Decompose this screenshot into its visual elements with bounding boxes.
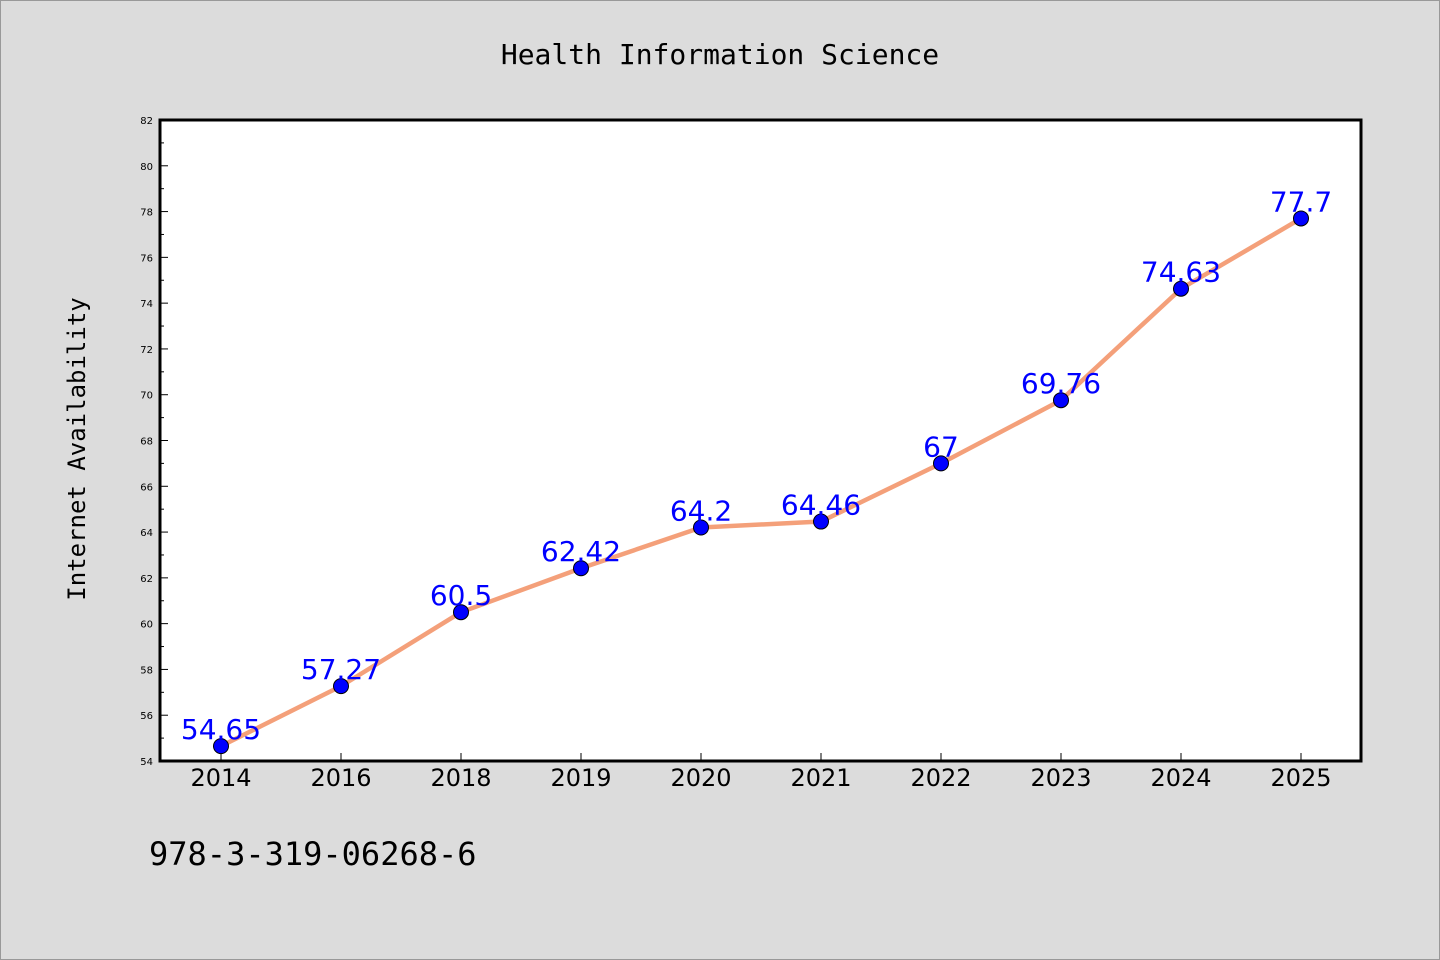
x-tick-label: 2020 xyxy=(670,764,731,792)
y-axis: 54 56 58 60 62 64 66 68 70 72 74 76 78 80 82 xyxy=(140,116,168,768)
x-axis: 2014 2016 2018 2019 2020 2021 2022 2023 2024 2025 xyxy=(190,753,1332,792)
data-label: 62.42 xyxy=(541,535,621,568)
y-tick-label: 56 xyxy=(140,711,153,722)
data-label: 74.63 xyxy=(1141,256,1221,289)
y-tick-label: 62 xyxy=(140,574,153,585)
data-point xyxy=(1053,392,1069,409)
y-tick-label: 72 xyxy=(140,345,153,356)
data-point xyxy=(693,519,709,536)
data-label: 67 xyxy=(923,430,959,463)
y-axis-label: Internet Availability xyxy=(63,297,91,600)
data-point xyxy=(1173,280,1189,297)
x-tick-label: 2021 xyxy=(790,764,851,792)
data-point xyxy=(813,513,829,530)
chart-title: Health Information Science xyxy=(501,38,939,71)
data-point xyxy=(573,560,589,577)
x-tick-label: 2024 xyxy=(1150,764,1211,792)
data-labels: 54.65 57.27 60.5 62.42 64.2 64.46 67 69.76 74.63… xyxy=(181,185,1332,746)
y-tick-label: 74 xyxy=(140,299,153,310)
y-tick-label: 54 xyxy=(140,757,153,768)
y-tick-label: 60 xyxy=(140,620,153,631)
y-tick-label: 66 xyxy=(140,482,153,493)
data-label: 60.5 xyxy=(430,579,492,612)
y-tick-label: 78 xyxy=(140,208,153,219)
y-tick-label: 64 xyxy=(140,528,153,539)
plot-area xyxy=(158,118,1363,763)
data-label: 77.7 xyxy=(1270,185,1332,218)
data-point xyxy=(933,455,949,472)
data-label: 64.2 xyxy=(670,494,732,527)
data-point xyxy=(333,678,349,695)
data-point xyxy=(213,738,229,755)
data-label: 64.46 xyxy=(781,489,861,522)
y-tick-label: 76 xyxy=(140,253,153,264)
footer-isbn: 978-3-319-06268-6 xyxy=(149,835,477,873)
x-tick-label: 2025 xyxy=(1270,764,1331,792)
x-tick-label: 2018 xyxy=(430,764,491,792)
x-tick-label: 2023 xyxy=(1030,764,1091,792)
data-label: 57.27 xyxy=(301,653,381,686)
y-tick-label: 80 xyxy=(140,162,153,173)
series-line xyxy=(218,216,1304,749)
y-tick-label: 70 xyxy=(140,391,153,402)
y-tick-label: 68 xyxy=(140,437,153,448)
data-label: 69.76 xyxy=(1021,367,1101,400)
y-tick-label: 58 xyxy=(140,665,153,676)
x-tick-label: 2019 xyxy=(550,764,611,792)
x-tick-label: 2016 xyxy=(310,764,371,792)
data-point xyxy=(1293,210,1309,227)
x-tick-label: 2014 xyxy=(190,764,251,792)
data-label: 54.65 xyxy=(181,713,261,746)
data-markers xyxy=(213,210,1309,755)
data-point xyxy=(453,604,469,621)
x-tick-label: 2022 xyxy=(910,764,971,792)
y-tick-label: 82 xyxy=(140,116,153,127)
